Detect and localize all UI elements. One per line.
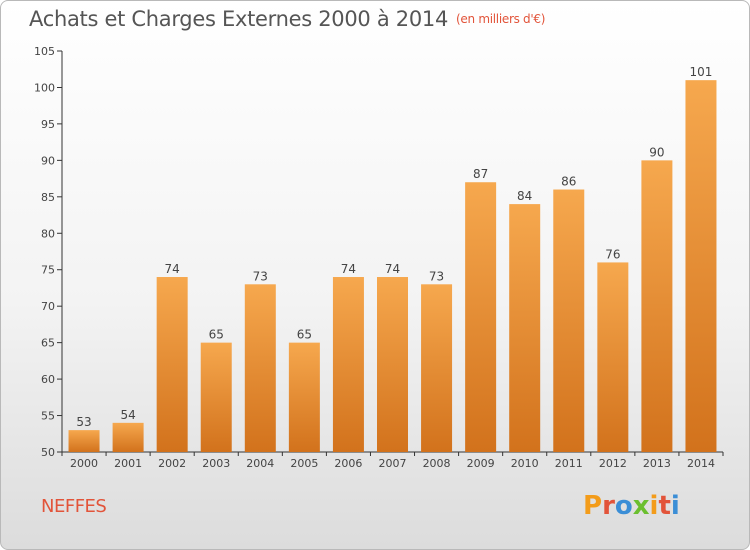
bar	[156, 277, 188, 452]
bar	[509, 204, 541, 452]
bar	[244, 284, 276, 452]
data-label: 84	[517, 189, 532, 203]
x-tick-label: 2002	[158, 457, 186, 470]
y-tick-label: 50	[41, 446, 55, 459]
y-tick-label: 75	[41, 264, 55, 277]
x-tick-label: 2001	[114, 457, 142, 470]
data-label: 73	[429, 269, 444, 283]
logo-letter: o	[614, 491, 633, 521]
bar	[112, 422, 144, 452]
y-tick-label: 95	[41, 118, 55, 131]
bar	[200, 342, 232, 452]
bar	[641, 160, 673, 452]
data-labels: 53 54 74 65 73 65 74 74 73 87 84 86 76 90 101	[76, 65, 712, 429]
data-label: 53	[76, 415, 91, 429]
x-tick-label: 2013	[643, 457, 671, 470]
y-tick-label: 60	[41, 373, 55, 386]
data-label: 65	[297, 328, 312, 342]
x-tick-label: 2010	[511, 457, 539, 470]
data-label: 54	[120, 408, 135, 422]
data-label: 90	[649, 145, 664, 159]
chart-unit: (en milliers d'€)	[456, 12, 546, 26]
bar	[465, 182, 497, 452]
axes: 50 55 60 65 70 75 80 85 90 95 100 105 2000 2001 2002 20…	[34, 45, 724, 470]
x-tick-label: 2004	[246, 457, 274, 470]
bars	[68, 80, 717, 452]
y-tick-label: 90	[41, 154, 55, 167]
y-tick-label: 65	[41, 337, 55, 350]
x-tick-label: 2005	[290, 457, 318, 470]
y-tick-label: 80	[41, 227, 55, 240]
x-tick-label: 2000	[70, 457, 98, 470]
bar	[377, 277, 408, 452]
data-label: 65	[209, 328, 224, 342]
x-tick-label: 2007	[379, 457, 407, 470]
logo-letter: x	[632, 491, 650, 521]
bar	[685, 80, 717, 452]
chart-title-text: Achats et Charges Externes 2000 à 2014	[29, 7, 449, 31]
data-label: 76	[605, 247, 620, 261]
chart-title: Achats et Charges Externes 2000 à 2014 (e…	[29, 7, 545, 31]
x-tick-label: 2011	[555, 457, 583, 470]
commune-name: NEFFES	[41, 496, 107, 517]
data-label: 86	[561, 175, 576, 189]
y-tick-label: 70	[41, 300, 55, 313]
logo-letter: r	[602, 491, 615, 521]
x-tick-label: 2014	[687, 457, 715, 470]
x-tick-label: 2012	[599, 457, 627, 470]
data-label: 73	[253, 269, 268, 283]
y-tick-label: 85	[41, 191, 55, 204]
bar	[288, 342, 320, 452]
bar	[332, 277, 364, 452]
logo-letter: t	[658, 491, 671, 521]
data-label: 101	[690, 65, 713, 79]
bar	[553, 189, 585, 452]
logo-letter: i	[670, 491, 680, 521]
proxiti-logo: Proxiti	[583, 491, 680, 521]
logo-letter: P	[583, 491, 603, 521]
x-tick-label: 2003	[202, 457, 230, 470]
bar	[597, 262, 629, 452]
bar	[421, 284, 453, 452]
data-label: 87	[473, 167, 488, 181]
x-tick-label: 2009	[467, 457, 495, 470]
data-label: 74	[385, 262, 400, 276]
bar	[68, 430, 100, 452]
x-tick-label: 2008	[423, 457, 451, 470]
y-tick-label: 100	[34, 81, 55, 94]
x-tick-label: 2006	[334, 457, 362, 470]
logo-letter: i	[649, 491, 659, 521]
data-label: 74	[341, 262, 356, 276]
y-tick-label: 55	[41, 410, 55, 423]
data-label: 74	[165, 262, 180, 276]
y-tick-label: 105	[34, 45, 55, 58]
